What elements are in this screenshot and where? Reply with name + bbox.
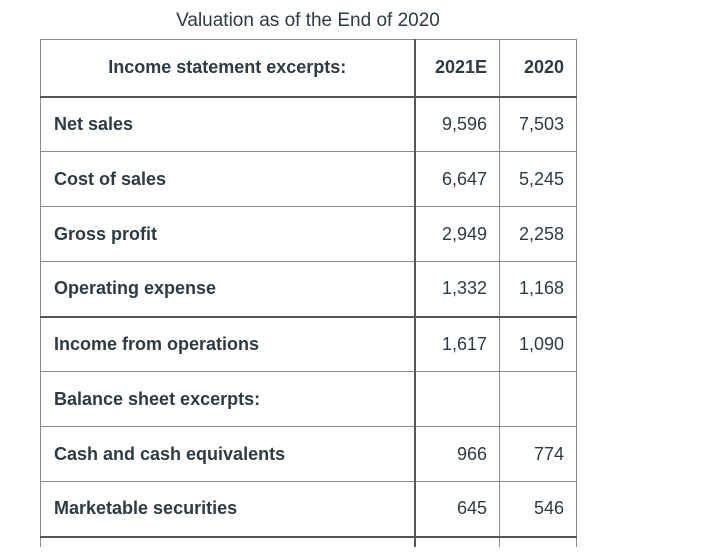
value-2021e: [414, 371, 500, 427]
value-2021e: 6,647: [414, 151, 500, 207]
table-row-partial: [40, 535, 577, 547]
table-title: Valuation as of the End of 2020: [176, 10, 440, 31]
value-2020: 2,258: [499, 206, 577, 262]
table-row: Income from operations 1,617 1,090: [40, 315, 577, 372]
value-2020: 7,503: [499, 96, 577, 152]
value-2021e: 2,949: [414, 206, 500, 262]
row-label: Cash and cash equivalents: [40, 426, 416, 482]
row-label: Net sales: [40, 96, 416, 152]
value-2020: 774: [499, 426, 577, 482]
value-2020: 5,245: [499, 151, 577, 207]
table-row: Cash and cash equivalents 966 774: [40, 426, 577, 482]
value-2021e: 1,332: [414, 261, 500, 317]
value-2020: [499, 535, 577, 547]
header-row: Income statement excerpts: 2021E 2020: [40, 39, 577, 98]
value-2021e: [414, 535, 500, 547]
value-2021e: 645: [414, 481, 500, 537]
table-row: Operating expense 1,332 1,168: [40, 261, 577, 317]
header-2021e: 2021E: [414, 39, 500, 98]
header-2020: 2020: [499, 39, 577, 98]
table-row: Cost of sales 6,647 5,245: [40, 151, 577, 207]
header-income-statement: Income statement excerpts:: [40, 39, 416, 98]
table-row: Marketable securities 645 546: [40, 481, 577, 537]
row-label: Operating expense: [40, 261, 416, 317]
value-2021e: 1,617: [414, 315, 500, 372]
value-2021e: 966: [414, 426, 500, 482]
table-row: Net sales 9,596 7,503: [40, 96, 577, 152]
value-2020: 1,090: [499, 315, 577, 372]
valuation-table: Income statement excerpts: 2021E 2020 Ne…: [40, 39, 577, 547]
row-label: Balance sheet excerpts:: [40, 371, 416, 427]
row-label: Income from operations: [40, 315, 416, 372]
value-2020: 546: [499, 481, 577, 537]
row-label: Cost of sales: [40, 151, 416, 207]
row-label: [40, 535, 416, 547]
table-row: Balance sheet excerpts:: [40, 371, 577, 427]
value-2020: 1,168: [499, 261, 577, 317]
row-label: Gross profit: [40, 206, 416, 262]
value-2020: [499, 371, 577, 427]
row-label: Marketable securities: [40, 481, 416, 537]
value-2021e: 9,596: [414, 96, 500, 152]
table-row: Gross profit 2,949 2,258: [40, 206, 577, 262]
